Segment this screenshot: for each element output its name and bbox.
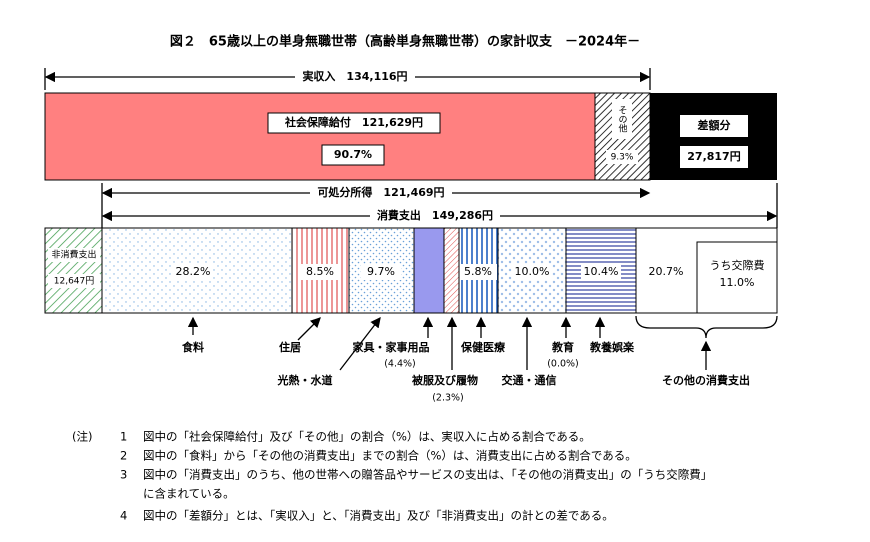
share-labels: 28.2% 8.5% 9.7% 5.8% 10.0% 10.4% 20.7% う…	[173, 258, 765, 289]
social-security-segment	[44, 92, 596, 181]
label: 教育	[551, 340, 574, 354]
share: 5.8%	[464, 265, 492, 278]
sub-label: うち交際費	[710, 258, 765, 272]
note-num: 1	[120, 430, 127, 444]
disposable-label: 可処分所得 121,469円	[317, 185, 444, 199]
pointers	[187, 315, 778, 371]
note-num: 3	[120, 468, 127, 482]
label-bg	[295, 69, 415, 85]
label: 食料	[182, 340, 204, 354]
share: (0.0%)	[547, 359, 579, 370]
share: 10.0%	[515, 265, 550, 278]
note: 図中の「社会保障給付」及び「その他」の割合（%）は、実収入に占める割合である。	[143, 430, 591, 444]
label: 差額分	[698, 118, 731, 132]
note: 図中の「差額分」とは、「実収入」と、「消費支出」及び「非消費支出」の計との差であ…	[143, 509, 614, 523]
note: 図中の「消費支出」のうち、他の世帯への贈答品やサービスの支出は、「その他の消費支…	[143, 468, 712, 482]
label: 教養娯楽	[589, 340, 635, 354]
label: 交通・通信	[502, 373, 557, 387]
amount: 12,647円	[54, 276, 95, 287]
amount: 27,817円	[687, 150, 740, 163]
notes: (注) 1 図中の「社会保障給付」及び「その他」の割合（%）は、実収入に占める割…	[72, 430, 712, 523]
title: 図２ 65歳以上の単身無職世帯（高齢単身無職世帯）の家計収支 －2024年－	[170, 34, 640, 50]
share: 28.2%	[176, 265, 211, 278]
label: 光熱・水道	[277, 373, 333, 387]
label: 被服及び履物	[412, 373, 478, 387]
note: 図中の「食料」から「その他の消費支出」までの割合（%）は、消費支出に占める割合で…	[143, 449, 637, 463]
label: その他の消費支出	[662, 373, 750, 387]
share: 9.7%	[367, 265, 395, 278]
label: 社会保障給付 121,629円	[284, 115, 423, 129]
share: 10.4%	[584, 265, 619, 278]
share: 9.3%	[611, 153, 634, 163]
label: 家具・家事用品	[353, 340, 430, 354]
label: その他	[617, 105, 628, 133]
share: (4.4%)	[384, 359, 416, 370]
share: 90.7%	[334, 148, 372, 161]
share: 20.7%	[649, 265, 684, 278]
label: 住居	[279, 340, 301, 354]
label: 保健医療	[460, 340, 506, 354]
category-labels: 食料 住居 光熱・水道 家具・家事用品 被服及び履物 保健医療 交通・通信 教育…	[182, 340, 750, 387]
consumption-label: 消費支出 149,286円	[377, 208, 493, 222]
share: 8.5%	[306, 265, 334, 278]
note-num: 2	[120, 449, 127, 463]
label: 非消費支出	[51, 249, 96, 261]
sub-share: 11.0%	[720, 276, 755, 289]
note: に含まれている。	[143, 487, 235, 501]
note-num: 4	[120, 509, 127, 523]
income-label: 実収入 134,116円	[302, 69, 407, 83]
share: (2.3%)	[432, 393, 464, 404]
note-head: (注)	[72, 430, 92, 444]
